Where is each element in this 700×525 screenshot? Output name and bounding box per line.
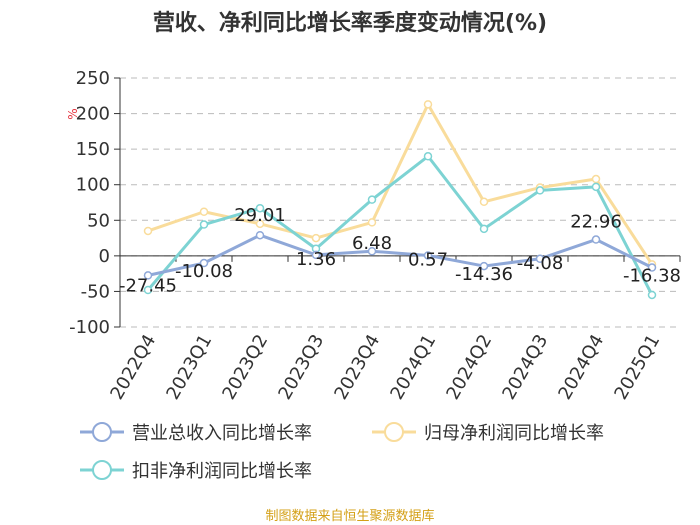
data-label: 29.01 (234, 205, 286, 226)
legend-label: 归母净利润同比增长率 (424, 423, 604, 444)
y-axis: -100 -50 0 50 100 150 200 250 (69, 68, 121, 338)
x-tick-label: 2022Q4 (106, 331, 160, 403)
data-point (255, 219, 265, 229)
data-point (199, 258, 209, 268)
data-point (143, 271, 153, 280)
legend-item-0[interactable]: 营业总收入同比增长率 (80, 422, 312, 444)
data-point (479, 261, 489, 271)
x-tick-label: 2024Q3 (498, 331, 552, 403)
legend-marker (92, 422, 112, 442)
data-point (647, 290, 657, 300)
data-point (647, 263, 657, 272)
data-point (423, 100, 433, 109)
y-tick-label: -100 (69, 317, 110, 338)
data-point (311, 250, 321, 260)
data-point (367, 195, 377, 204)
data-label: 0.57 (408, 249, 448, 270)
legend-marker (92, 460, 112, 480)
data-point (143, 285, 153, 295)
x-tick-label: 2024Q4 (554, 331, 608, 403)
data-label: 22.96 (570, 212, 622, 233)
series-line-0 (147, 233, 653, 277)
data-label: -16.38 (623, 266, 681, 287)
source-note: 制图数据来自恒生聚源数据库 (265, 508, 434, 524)
chart-title: 营收、净利同比增长率季度变动情况(%) (153, 10, 547, 36)
y-tick-label: 100 (76, 175, 110, 196)
legend-label: 扣非净利润同比增长率 (132, 461, 312, 482)
data-point (255, 230, 265, 240)
data-label: -4.08 (517, 253, 564, 274)
y-tick-label: 50 (87, 210, 110, 231)
data-point (535, 254, 545, 264)
data-point (367, 246, 377, 256)
data-point (423, 152, 433, 161)
data-point (479, 197, 489, 207)
x-tick-label: 2023Q3 (274, 331, 328, 403)
y-tick-label: 150 (76, 139, 110, 160)
series-line-2 (146, 154, 654, 296)
data-point (591, 235, 601, 244)
y-tick-label: -50 (81, 281, 110, 302)
y-tick-label: 200 (76, 104, 110, 125)
data-point (255, 203, 265, 213)
data-labels: -27.45-10.08 29.01 1.36 6.48 0.57 -14.36-4.08… (119, 205, 681, 296)
legend-item-2[interactable]: 扣非净利润同比增长率 (80, 460, 312, 482)
data-label: 6.48 (352, 233, 392, 254)
data-point (311, 233, 321, 243)
legend-item-1[interactable]: 归母净利润同比增长率 (372, 422, 604, 444)
data-point (423, 251, 433, 260)
data-label: -10.08 (175, 261, 233, 282)
y-axis-unit-label: % (66, 108, 80, 119)
x-tick-label: 2025Q1 (610, 331, 664, 403)
x-tick-label: 2023Q1 (162, 331, 216, 403)
data-point (143, 226, 153, 236)
y-tick-label: 0 (99, 246, 110, 267)
data-point (591, 182, 601, 192)
data-point (479, 224, 489, 234)
data-point (199, 220, 209, 229)
x-tick-label: 2024Q2 (442, 331, 496, 403)
data-point (199, 207, 209, 216)
data-label: -14.36 (455, 264, 513, 285)
legend-label: 营业总收入同比增长率 (132, 423, 312, 444)
x-tick-label: 2023Q4 (330, 331, 384, 403)
data-point (367, 218, 377, 227)
y-tick-label: 250 (76, 68, 110, 89)
data-point (535, 186, 545, 195)
series-layer (143, 100, 657, 300)
legend-marker (384, 422, 404, 442)
data-point (591, 174, 601, 184)
data-label: -27.45 (119, 275, 177, 296)
x-tick-label: 2024Q1 (386, 331, 440, 403)
data-label: 1.36 (296, 249, 336, 270)
gridlines (120, 77, 680, 328)
x-tick-label: 2023Q2 (218, 331, 272, 403)
